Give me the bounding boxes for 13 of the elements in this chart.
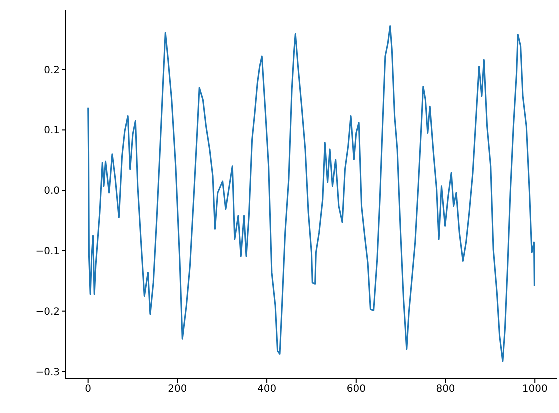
y-tick-label: −0.2: [36, 306, 60, 318]
x-tick-label: 600: [346, 384, 366, 396]
x-tick-label: 1000: [522, 384, 548, 396]
x-tick-label: 400: [258, 384, 277, 396]
y-tick-label: 0.2: [44, 65, 60, 76]
y-tick-label: 0.0: [44, 186, 60, 198]
x-tick-label: 800: [436, 384, 456, 396]
line-series: [88, 26, 536, 362]
x-tick-label: 200: [168, 384, 188, 396]
y-tick-label: 0.1: [44, 126, 60, 137]
x-tick-label: 0: [85, 384, 92, 396]
y-tick-label: −0.3: [36, 367, 60, 378]
y-tick-label: −0.1: [36, 246, 60, 258]
